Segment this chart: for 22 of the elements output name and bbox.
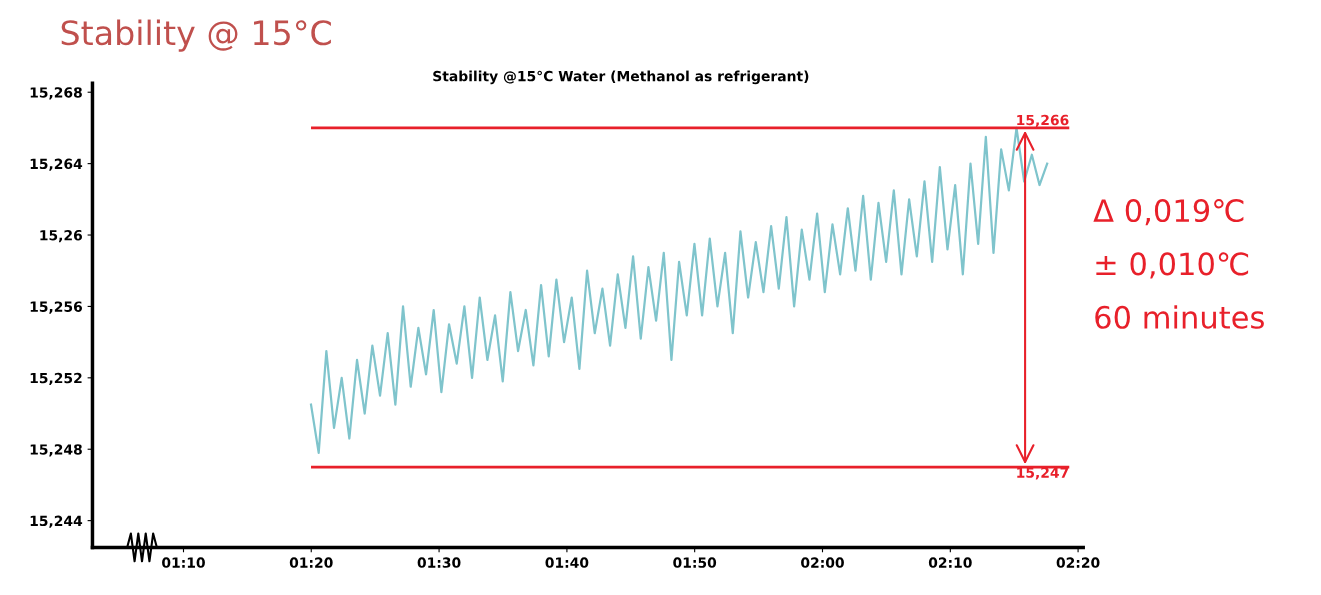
y-tick-label: 15,268: [30, 87, 82, 100]
y-tick-label: 15,252: [30, 372, 82, 386]
y-tick-label: 15,256: [30, 301, 82, 314]
x-tick-label: 02:20: [1056, 557, 1100, 568]
text: ± 0,010℃: [1096, 252, 1249, 279]
y-tick-label: 15,248: [30, 444, 82, 457]
x-tick-label: 01:20: [289, 557, 333, 568]
chart-subtitle: Stability @15°C Water (Methanol as refrigerant): [433, 70, 809, 85]
x-tick-label: 01:10: [162, 557, 205, 568]
x-tick-label: 01:30: [417, 557, 461, 568]
y-tick-label: 15,26: [40, 229, 82, 243]
text: 60 minutes: [1095, 305, 1264, 329]
x-tick-label: 01:40: [545, 557, 589, 568]
x-tick-label: 02:10: [928, 557, 972, 568]
x-tick-label: 01:50: [673, 557, 717, 568]
x-tick-label: 02:00: [801, 557, 844, 568]
line-series: [309, 126, 1049, 454]
ref-line-label: 15,266: [1017, 114, 1069, 128]
text: Δ 0,019℃: [1093, 199, 1244, 226]
chart-title: Stability @ 15°C: [61, 19, 331, 52]
y-tick-label: 15,264: [30, 158, 83, 171]
y-tick-label: 15,244: [30, 515, 83, 528]
